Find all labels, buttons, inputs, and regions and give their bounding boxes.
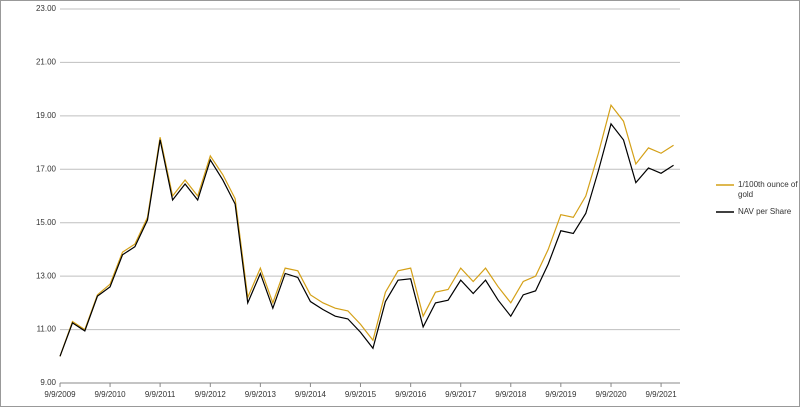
series-line [59, 103, 674, 357]
y-tick-label: 15.00 [36, 218, 57, 227]
y-tick-label: 23.00 [36, 4, 57, 13]
x-tick-label: 9/9/2009 [44, 390, 76, 399]
y-tick-label: 11.00 [37, 325, 57, 334]
x-tick-label: 9/9/2021 [646, 390, 678, 399]
y-tick-label: 9.00 [40, 378, 56, 387]
x-tick-label: 9/9/2018 [495, 390, 527, 399]
x-tick-label: 9/9/2010 [94, 390, 126, 399]
y-tick-label: 19.00 [36, 111, 57, 120]
legend-label: 1/100th ounce of gold [738, 180, 798, 199]
x-tick-label: 9/9/2012 [195, 390, 227, 399]
y-tick-label: 17.00 [36, 164, 57, 173]
x-tick-label: 9/9/2015 [345, 390, 377, 399]
y-tick-label: 21.00 [36, 58, 57, 67]
x-tick-label: 9/9/2014 [295, 390, 327, 399]
x-tick-label: 9/9/2020 [595, 390, 627, 399]
x-tick-label: 9/9/2019 [545, 390, 577, 399]
y-tick-label: 13.00 [36, 271, 57, 280]
series-line [59, 122, 674, 357]
x-tick-label: 9/9/2017 [445, 390, 477, 399]
legend-label: NAV per Share [738, 207, 792, 216]
x-tick-label: 9/9/2016 [395, 390, 427, 399]
x-tick-label: 9/9/2013 [245, 390, 277, 399]
x-tick-label: 9/9/2011 [145, 390, 176, 399]
